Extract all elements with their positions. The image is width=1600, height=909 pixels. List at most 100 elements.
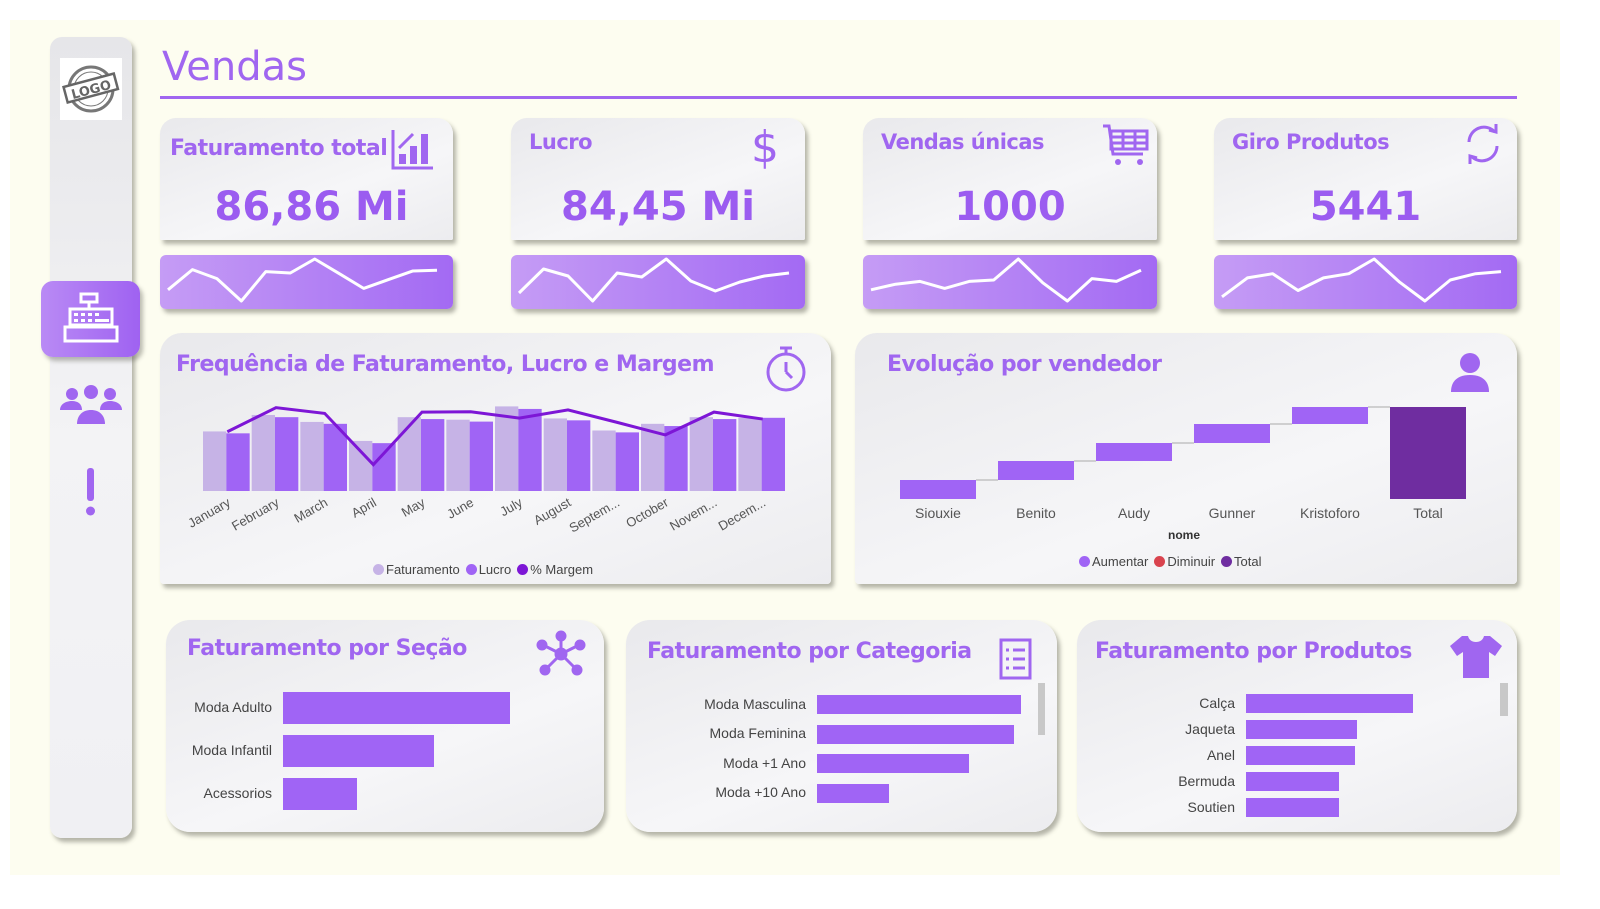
sidebar [50, 37, 132, 838]
nav-alertas-button[interactable] [82, 468, 98, 518]
bar-lucro[interactable] [421, 419, 445, 491]
bar[interactable] [283, 692, 510, 724]
bar-lucro[interactable] [275, 417, 299, 491]
line-margem[interactable] [226, 406, 763, 467]
bar[interactable] [1246, 720, 1357, 739]
legend-item-aumentar[interactable]: Aumentar [1079, 554, 1148, 569]
waterfall-bar[interactable] [998, 461, 1074, 480]
title-divider [160, 96, 1517, 99]
bar[interactable] [1246, 798, 1339, 817]
bar-faturamento[interactable] [543, 418, 567, 491]
waterfall-bar[interactable] [1194, 424, 1270, 443]
bar-faturamento[interactable] [251, 414, 275, 491]
bar-lucro[interactable] [323, 423, 347, 491]
bar-label: Moda Masculina [704, 695, 806, 712]
sparkline-line [1221, 257, 1502, 303]
bar-lucro[interactable] [664, 426, 688, 491]
bar[interactable] [817, 695, 1021, 714]
legend-item-faturamento[interactable]: Faturamento [373, 562, 460, 577]
monthly-chart-legend: Faturamento Lucro % Margem [373, 562, 593, 577]
produtos-chart-title: Faturamento por Produtos [1095, 639, 1412, 664]
kpi-sparkline [863, 255, 1157, 309]
kpi-sparkline [160, 255, 453, 309]
sparkline-line [517, 257, 790, 303]
waterfall-bar[interactable] [900, 480, 976, 499]
bar-lucro[interactable] [615, 432, 639, 491]
legend-item-total[interactable]: Total [1221, 554, 1262, 569]
legend-label: Diminuir [1167, 554, 1216, 569]
bar-lucro[interactable] [713, 419, 737, 491]
dollar-icon: $ [751, 122, 779, 173]
waterfall-xlabel: nome [1168, 528, 1201, 542]
legend-item-margem[interactable]: % Margem [517, 562, 593, 577]
bar[interactable] [817, 724, 1014, 744]
people-icon [60, 385, 122, 424]
bar[interactable] [1246, 772, 1339, 791]
sparkline-line [870, 257, 1142, 303]
waterfall-bar[interactable] [1292, 407, 1368, 424]
bar-faturamento[interactable] [203, 431, 227, 491]
bar-label: Moda Adulto [194, 699, 272, 715]
kpi-card: Giro Produtos 5441 [1214, 118, 1517, 240]
produtos-scrollbar[interactable] [1500, 683, 1508, 716]
legend-item-diminuir[interactable]: Diminuir [1154, 554, 1215, 569]
kpi-value: 86,86 Mi [214, 184, 409, 230]
bar-faturamento[interactable] [446, 419, 470, 491]
x-tick-label: Kristoforo [1300, 505, 1360, 521]
bar-label: Moda Feminina [709, 725, 807, 741]
waterfall-bar[interactable] [1096, 443, 1172, 461]
waterfall-bar-total[interactable] [1390, 407, 1466, 499]
bar-label: Soutien [1187, 798, 1235, 815]
legend-label: Lucro [478, 562, 512, 577]
monthly-chart-title: Frequência de Faturamento, Lucro e Marge… [176, 352, 715, 377]
categoria-chart-title: Faturamento por Categoria [647, 639, 972, 664]
bar-faturamento[interactable] [300, 421, 324, 491]
bar-lucro[interactable] [226, 433, 250, 491]
categoria-scrollbar[interactable] [1038, 683, 1045, 735]
bar[interactable] [1246, 694, 1413, 713]
exclamation-icon [86, 468, 95, 516]
bar-faturamento[interactable] [592, 430, 616, 491]
sparkline-line [167, 257, 438, 303]
kpi-value: 5441 [1309, 184, 1422, 230]
svg-text:$: $ [751, 122, 779, 173]
legend-item-lucro[interactable]: Lucro [465, 562, 512, 577]
legend-label: Faturamento [386, 562, 460, 577]
bar-label: Moda Infantil [191, 742, 272, 758]
nav-vendas-button[interactable] [41, 281, 140, 357]
bar-label: Jaqueta [1185, 720, 1235, 737]
cash-register-icon [63, 292, 119, 343]
bar-lucro[interactable] [518, 408, 542, 491]
bar[interactable] [283, 735, 434, 767]
bar-faturamento[interactable] [495, 406, 519, 491]
kpi-value: 84,45 Mi [561, 184, 755, 230]
refresh-icon [1467, 124, 1499, 164]
legend-label: Aumentar [1092, 554, 1149, 569]
bar-label: Moda +10 Ano [715, 784, 806, 800]
bar-label: Calça [1199, 694, 1235, 711]
bar-label: Anel [1206, 746, 1235, 763]
bar-chart-growth-icon [391, 130, 433, 170]
bar-faturamento[interactable] [738, 417, 762, 491]
kpi-label: Vendas únicas [881, 130, 1045, 154]
bar-faturamento[interactable] [397, 417, 421, 491]
bar[interactable] [283, 778, 357, 810]
nav-vendedores-button[interactable] [58, 384, 124, 426]
waterfall-legend: Aumentar Diminuir Total [1079, 554, 1262, 569]
bar-lucro[interactable] [372, 443, 396, 491]
bar-faturamento[interactable] [349, 440, 373, 491]
x-tick-label: Gunner [1209, 505, 1256, 521]
bar-lucro[interactable] [567, 420, 591, 491]
kpi-sparkline [1214, 255, 1517, 309]
bar-lucro[interactable] [469, 421, 493, 491]
bar[interactable] [817, 783, 889, 803]
logo: LOGO [60, 58, 122, 120]
bar[interactable] [1246, 746, 1355, 765]
bar-faturamento[interactable] [689, 417, 713, 491]
waterfall-chart-title: Evolução por vendedor [887, 352, 1162, 377]
bar-faturamento[interactable] [641, 423, 665, 491]
x-tick-label: Benito [1016, 505, 1056, 521]
bar[interactable] [817, 754, 969, 773]
bar-lucro[interactable] [761, 417, 785, 491]
